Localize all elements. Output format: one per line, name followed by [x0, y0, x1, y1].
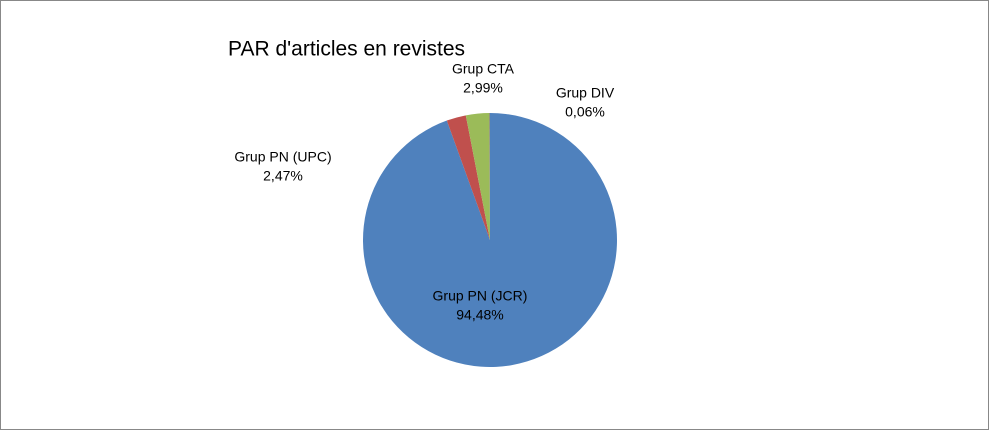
slice-value-label: 94,48% [456, 307, 503, 323]
pie-slice [465, 113, 490, 240]
slice-value-label: 2,47% [263, 168, 303, 184]
pie-slice [446, 115, 490, 240]
slice-label: Grup PN (JCR) [433, 288, 528, 304]
slice-label: Grup DIV [556, 85, 615, 101]
slice-value-label: 2,99% [463, 80, 503, 96]
slice-label: Grup CTA [452, 61, 515, 77]
slice-value-label: 0,06% [565, 104, 605, 120]
slice-label: Grup PN (UPC) [234, 149, 331, 165]
chart-title: PAR d'articles en revistes [228, 38, 465, 61]
